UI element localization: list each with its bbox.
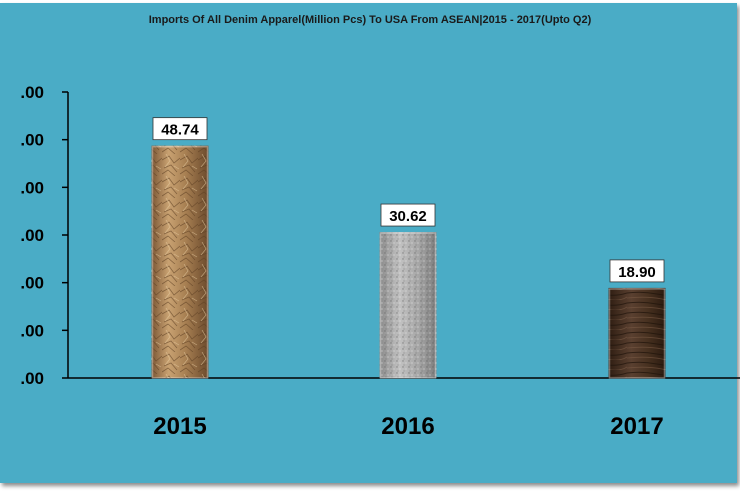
- y-tick-label: .00: [20, 369, 44, 388]
- y-tick-label: .00: [20, 178, 44, 197]
- bar-texture-2016: [379, 232, 437, 378]
- data-label-2015: 48.74: [161, 122, 199, 139]
- x-tick-label-2016: 2016: [381, 413, 434, 440]
- data-label-box-2017: [609, 259, 665, 283]
- chart-title: Imports Of All Denim Apparel(Million Pcs…: [148, 14, 592, 26]
- bar-bevel-2016: [379, 232, 437, 379]
- bar-texture-2017: [608, 287, 666, 378]
- x-tick-label-2017: 2017: [610, 413, 663, 440]
- y-tick-label: .00: [20, 131, 44, 150]
- y-tick-label: .00: [20, 274, 44, 293]
- bar-bevel-2015: [151, 145, 209, 379]
- data-label-box-2016: [380, 203, 436, 227]
- labels-group: 48.74 2015 30.62 2016 18.90 2017: [152, 117, 665, 440]
- bars-group: [151, 145, 666, 379]
- bar-texture-2015: [151, 145, 209, 378]
- bar-bevel-2017: [608, 288, 666, 379]
- y-tick-label: .00: [20, 83, 44, 102]
- data-label-box-2015: [152, 117, 208, 141]
- data-label-2016: 30.62: [389, 208, 427, 225]
- x-tick-label-2015: 2015: [153, 413, 206, 440]
- y-tick-label: .00: [20, 226, 44, 245]
- y-tick-label: .00: [20, 321, 44, 340]
- chart-area: [0, 3, 737, 483]
- data-label-2017: 18.90: [618, 264, 656, 281]
